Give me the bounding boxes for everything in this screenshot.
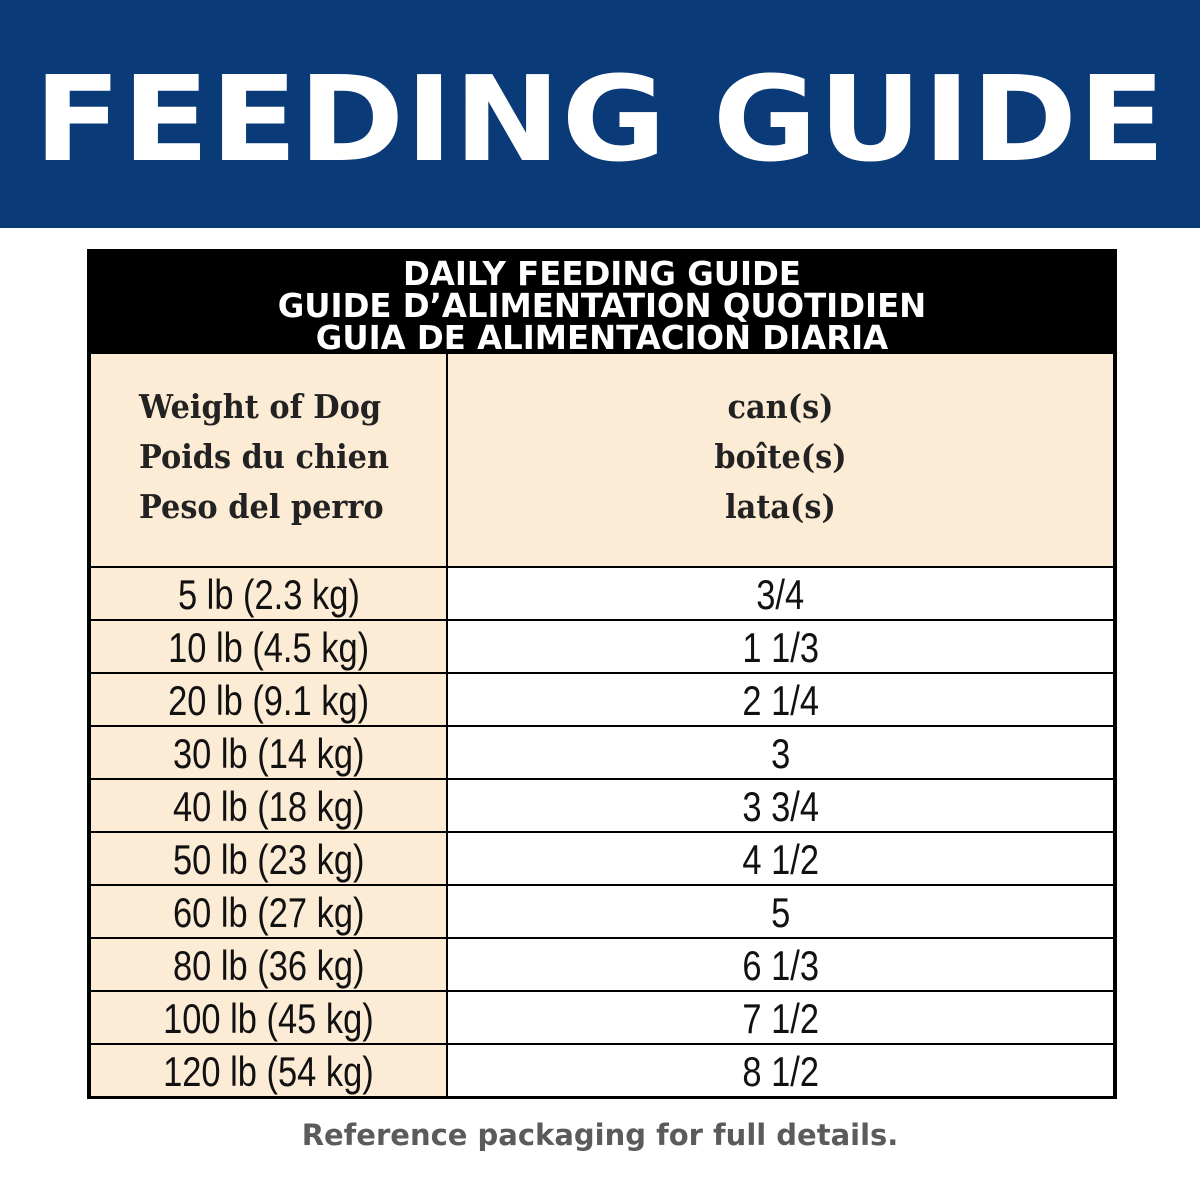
table-title-en: DAILY FEEDING GUIDE: [403, 254, 801, 293]
table-title: DAILY FEEDING GUIDE GUIDE D’ALIMENTATION…: [91, 253, 1113, 354]
weight-column-header: Weight of Dog Poids du chien Peso del pe…: [91, 354, 446, 566]
weight-cell: 20 lb (9.1 kg): [91, 674, 446, 725]
amount-cell: 3/4: [448, 568, 1113, 619]
weight-cell: 80 lb (36 kg): [91, 939, 446, 990]
amount-column-header: can(s) boîte(s) lata(s): [448, 354, 1113, 566]
amount-value: 7 1/2: [742, 995, 819, 1042]
weight-value: 40 lb (18 kg): [172, 783, 365, 830]
table-row: 50 lb (23 kg) 4 1/2: [91, 833, 1113, 884]
weight-header-en: Weight of Dog: [139, 387, 382, 426]
weight-value: 80 lb (36 kg): [172, 942, 365, 989]
amount-cell: 6 1/3: [448, 939, 1113, 990]
weight-cell: 100 lb (45 kg): [91, 992, 446, 1043]
weight-cell: 120 lb (54 kg): [91, 1045, 446, 1096]
weight-value: 10 lb (4.5 kg): [167, 624, 369, 671]
amount-value: 6 1/3: [742, 942, 819, 989]
table-row: 40 lb (18 kg) 3 3/4: [91, 780, 1113, 831]
weight-value: 50 lb (23 kg): [172, 836, 365, 883]
table-row: 5 lb (2.3 kg) 3/4: [91, 568, 1113, 619]
amount-cell: 4 1/2: [448, 833, 1113, 884]
table-title-es: GUIA DE ALIMENTACION DIARIA: [315, 318, 889, 357]
amount-cell: 5: [448, 886, 1113, 937]
weight-cell: 10 lb (4.5 kg): [91, 621, 446, 672]
weight-value: 20 lb (9.1 kg): [167, 677, 369, 724]
amount-value: 3: [770, 730, 791, 777]
amount-cell: 3: [448, 727, 1113, 778]
weight-value: 100 lb (45 kg): [163, 995, 374, 1042]
amount-cell: 2 1/4: [448, 674, 1113, 725]
weight-cell: 40 lb (18 kg): [91, 780, 446, 831]
amount-cell: 3 3/4: [448, 780, 1113, 831]
amount-header-es: lata(s): [725, 487, 836, 526]
amount-value: 5: [770, 889, 791, 936]
amount-value: 2 1/4: [742, 677, 819, 724]
weight-value: 30 lb (14 kg): [172, 730, 365, 777]
table-title-fr: GUIDE D’ALIMENTATION QUOTIDIEN: [277, 286, 927, 325]
page-title: FEEDING GUIDE: [33, 50, 1167, 188]
weight-cell: 60 lb (27 kg): [91, 886, 446, 937]
amount-value: 8 1/2: [742, 1048, 819, 1095]
weight-cell: 5 lb (2.3 kg): [91, 568, 446, 619]
table-row: 10 lb (4.5 kg) 1 1/3: [91, 621, 1113, 672]
amount-cell: 7 1/2: [448, 992, 1113, 1043]
table-row: 120 lb (54 kg) 8 1/2: [91, 1045, 1113, 1096]
title-banner: FEEDING GUIDE: [0, 0, 1200, 228]
weight-cell: 50 lb (23 kg): [91, 833, 446, 884]
weight-cell: 30 lb (14 kg): [91, 727, 446, 778]
amount-cell: 1 1/3: [448, 621, 1113, 672]
table-row: 60 lb (27 kg) 5: [91, 886, 1113, 937]
amount-cell: 8 1/2: [448, 1045, 1113, 1096]
table-row: 100 lb (45 kg) 7 1/2: [91, 992, 1113, 1043]
amount-value: 3 3/4: [742, 783, 819, 830]
table-row: 20 lb (9.1 kg) 2 1/4: [91, 674, 1113, 725]
amount-header-en: can(s): [727, 387, 834, 426]
feeding-guide-table: DAILY FEEDING GUIDE GUIDE D’ALIMENTATION…: [87, 249, 1117, 1099]
weight-value: 60 lb (27 kg): [172, 889, 365, 936]
table-row: 80 lb (36 kg) 6 1/3: [91, 939, 1113, 990]
amount-header-fr: boîte(s): [714, 437, 847, 476]
footer-note: Reference packaging for full details.: [301, 1118, 899, 1152]
amount-value: 3/4: [756, 571, 805, 618]
weight-header-es: Peso del perro: [139, 487, 384, 526]
table-row: 30 lb (14 kg) 3: [91, 727, 1113, 778]
weight-value: 120 lb (54 kg): [163, 1048, 374, 1095]
amount-value: 1 1/3: [742, 624, 819, 671]
amount-value: 4 1/2: [742, 836, 819, 883]
weight-header-fr: Poids du chien: [139, 437, 390, 476]
weight-value: 5 lb (2.3 kg): [177, 571, 360, 618]
